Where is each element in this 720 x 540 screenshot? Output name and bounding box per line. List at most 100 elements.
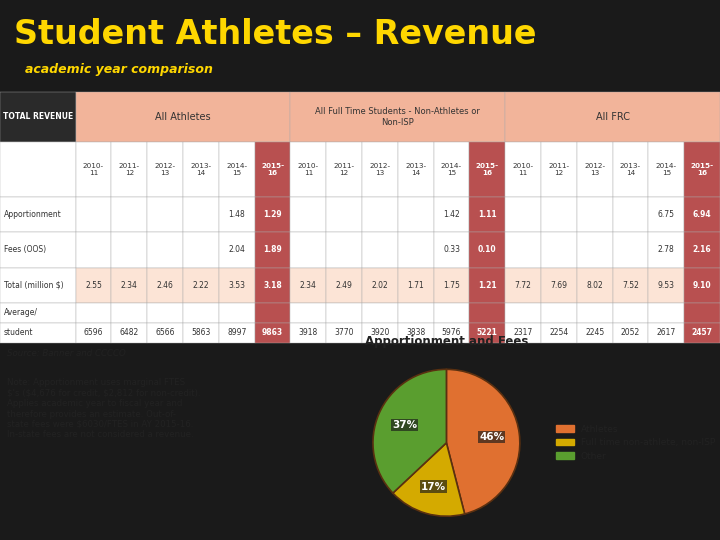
FancyBboxPatch shape bbox=[0, 197, 76, 232]
FancyBboxPatch shape bbox=[397, 197, 433, 232]
FancyBboxPatch shape bbox=[469, 303, 505, 323]
Text: 3838: 3838 bbox=[406, 328, 426, 338]
Text: 1.71: 1.71 bbox=[408, 281, 424, 289]
FancyBboxPatch shape bbox=[684, 197, 720, 232]
Text: 0.33: 0.33 bbox=[443, 246, 460, 254]
Text: 2012-
13: 2012- 13 bbox=[584, 163, 606, 176]
Wedge shape bbox=[373, 369, 446, 493]
Text: 3.53: 3.53 bbox=[228, 281, 246, 289]
Text: 2.55: 2.55 bbox=[85, 281, 102, 289]
FancyBboxPatch shape bbox=[362, 142, 397, 197]
Text: 2015-
16: 2015- 16 bbox=[690, 163, 714, 176]
FancyBboxPatch shape bbox=[255, 197, 290, 232]
FancyBboxPatch shape bbox=[183, 267, 219, 303]
Text: 2.16: 2.16 bbox=[693, 246, 711, 254]
Text: 2317: 2317 bbox=[513, 328, 533, 338]
FancyBboxPatch shape bbox=[326, 197, 362, 232]
FancyBboxPatch shape bbox=[397, 142, 433, 197]
FancyBboxPatch shape bbox=[76, 267, 112, 303]
Text: 2254: 2254 bbox=[549, 328, 569, 338]
FancyBboxPatch shape bbox=[0, 92, 76, 142]
FancyBboxPatch shape bbox=[183, 323, 219, 343]
Text: 2013-
14: 2013- 14 bbox=[405, 163, 426, 176]
Text: academic year comparison: academic year comparison bbox=[25, 63, 213, 76]
Text: 3770: 3770 bbox=[334, 328, 354, 338]
FancyBboxPatch shape bbox=[397, 303, 433, 323]
FancyBboxPatch shape bbox=[326, 323, 362, 343]
FancyBboxPatch shape bbox=[577, 303, 613, 323]
FancyBboxPatch shape bbox=[649, 232, 684, 267]
Text: 8997: 8997 bbox=[227, 328, 246, 338]
Text: 2013-
14: 2013- 14 bbox=[620, 163, 641, 176]
FancyBboxPatch shape bbox=[183, 303, 219, 323]
Text: 2012-
13: 2012- 13 bbox=[369, 163, 390, 176]
Text: 7.72: 7.72 bbox=[515, 281, 531, 289]
FancyBboxPatch shape bbox=[613, 267, 649, 303]
Text: Apportionment: Apportionment bbox=[4, 211, 61, 219]
FancyBboxPatch shape bbox=[290, 197, 326, 232]
FancyBboxPatch shape bbox=[0, 142, 76, 197]
Text: 2014-
15: 2014- 15 bbox=[441, 163, 462, 176]
FancyBboxPatch shape bbox=[183, 197, 219, 232]
FancyBboxPatch shape bbox=[433, 197, 469, 232]
Text: 2010-
11: 2010- 11 bbox=[298, 163, 319, 176]
FancyBboxPatch shape bbox=[505, 232, 541, 267]
FancyBboxPatch shape bbox=[112, 303, 147, 323]
FancyBboxPatch shape bbox=[613, 323, 649, 343]
FancyBboxPatch shape bbox=[505, 197, 541, 232]
FancyBboxPatch shape bbox=[469, 267, 505, 303]
FancyBboxPatch shape bbox=[112, 142, 147, 197]
FancyBboxPatch shape bbox=[505, 323, 541, 343]
FancyBboxPatch shape bbox=[76, 232, 112, 267]
Text: 7.69: 7.69 bbox=[550, 281, 567, 289]
Text: 9863: 9863 bbox=[262, 328, 283, 338]
Text: 5221: 5221 bbox=[477, 328, 498, 338]
FancyBboxPatch shape bbox=[684, 303, 720, 323]
Text: 2014-
15: 2014- 15 bbox=[226, 163, 247, 176]
FancyBboxPatch shape bbox=[649, 267, 684, 303]
FancyBboxPatch shape bbox=[290, 303, 326, 323]
FancyBboxPatch shape bbox=[469, 323, 505, 343]
FancyBboxPatch shape bbox=[362, 323, 397, 343]
Text: 2.78: 2.78 bbox=[658, 246, 675, 254]
Text: 2052: 2052 bbox=[621, 328, 640, 338]
Text: 3918: 3918 bbox=[299, 328, 318, 338]
FancyBboxPatch shape bbox=[577, 232, 613, 267]
Text: 1.21: 1.21 bbox=[478, 281, 497, 289]
Text: Average/: Average/ bbox=[4, 308, 37, 318]
FancyBboxPatch shape bbox=[397, 323, 433, 343]
FancyBboxPatch shape bbox=[112, 267, 147, 303]
FancyBboxPatch shape bbox=[219, 142, 255, 197]
FancyBboxPatch shape bbox=[290, 232, 326, 267]
FancyBboxPatch shape bbox=[541, 267, 577, 303]
Text: 2.22: 2.22 bbox=[192, 281, 210, 289]
Text: 2.02: 2.02 bbox=[372, 281, 388, 289]
Text: 2.49: 2.49 bbox=[336, 281, 353, 289]
FancyBboxPatch shape bbox=[147, 303, 183, 323]
FancyBboxPatch shape bbox=[505, 267, 541, 303]
FancyBboxPatch shape bbox=[613, 232, 649, 267]
Text: 0.10: 0.10 bbox=[478, 246, 497, 254]
FancyBboxPatch shape bbox=[649, 323, 684, 343]
Text: 2.04: 2.04 bbox=[228, 246, 245, 254]
Text: 2011-
12: 2011- 12 bbox=[333, 163, 355, 176]
Text: All FRC: All FRC bbox=[595, 112, 629, 122]
Text: Fees (OOS): Fees (OOS) bbox=[4, 246, 46, 254]
FancyBboxPatch shape bbox=[219, 323, 255, 343]
Text: 1.11: 1.11 bbox=[478, 211, 497, 219]
FancyBboxPatch shape bbox=[433, 142, 469, 197]
FancyBboxPatch shape bbox=[505, 92, 720, 142]
FancyBboxPatch shape bbox=[290, 267, 326, 303]
FancyBboxPatch shape bbox=[541, 303, 577, 323]
Text: 9.10: 9.10 bbox=[693, 281, 711, 289]
FancyBboxPatch shape bbox=[577, 142, 613, 197]
FancyBboxPatch shape bbox=[290, 92, 505, 142]
FancyBboxPatch shape bbox=[0, 303, 76, 323]
Text: 5863: 5863 bbox=[192, 328, 210, 338]
FancyBboxPatch shape bbox=[112, 323, 147, 343]
Text: 6596: 6596 bbox=[84, 328, 103, 338]
FancyBboxPatch shape bbox=[76, 92, 290, 142]
FancyBboxPatch shape bbox=[433, 323, 469, 343]
Text: student: student bbox=[4, 328, 33, 338]
FancyBboxPatch shape bbox=[290, 142, 326, 197]
